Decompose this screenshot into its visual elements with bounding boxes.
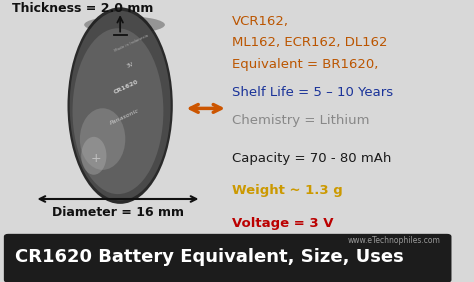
Text: www.eTechnophiles.com: www.eTechnophiles.com [347, 235, 440, 244]
Text: Voltage = 3 V: Voltage = 3 V [232, 217, 334, 230]
Text: Shelf Life = 5 – 10 Years: Shelf Life = 5 – 10 Years [232, 86, 393, 99]
Text: Capacity = 70 - 80 mAh: Capacity = 70 - 80 mAh [232, 152, 392, 165]
Text: VCR162,: VCR162, [232, 15, 289, 28]
Text: +: + [91, 152, 101, 165]
Ellipse shape [81, 137, 107, 175]
Text: Equivalent = BR1620,: Equivalent = BR1620, [232, 58, 378, 71]
Ellipse shape [67, 7, 173, 204]
Text: Thickness = 2.0 mm: Thickness = 2.0 mm [12, 1, 154, 15]
Text: Panasonic: Panasonic [109, 108, 140, 126]
Text: Weight ~ 1.3 g: Weight ~ 1.3 g [232, 184, 343, 197]
Ellipse shape [84, 16, 165, 33]
Ellipse shape [80, 108, 125, 170]
Text: CR1620 Battery Equivalent, Size, Uses: CR1620 Battery Equivalent, Size, Uses [15, 248, 403, 266]
Text: ML162, ECR162, DL162: ML162, ECR162, DL162 [232, 36, 388, 49]
Text: CR1620: CR1620 [114, 80, 140, 95]
Text: 3V: 3V [126, 61, 134, 69]
Text: Made in Indonesia: Made in Indonesia [113, 33, 149, 52]
FancyBboxPatch shape [4, 234, 451, 282]
Text: Chemistry = Lithium: Chemistry = Lithium [232, 114, 370, 127]
Text: Diameter = 16 mm: Diameter = 16 mm [52, 206, 184, 219]
Ellipse shape [73, 28, 164, 194]
Ellipse shape [70, 11, 171, 201]
